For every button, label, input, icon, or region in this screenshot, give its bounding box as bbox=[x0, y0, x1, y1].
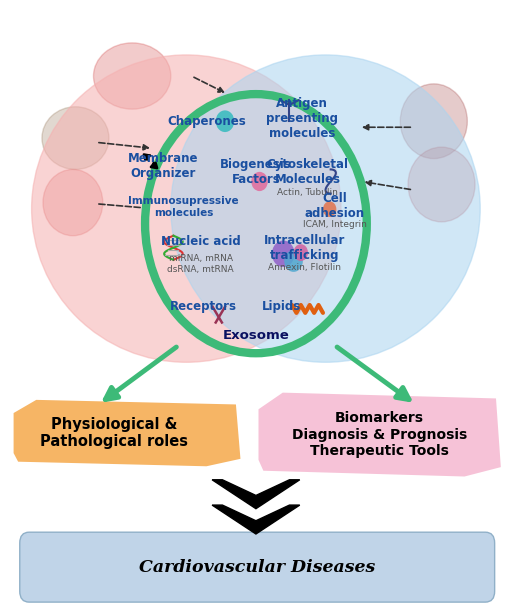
Text: Cell
adhesion: Cell adhesion bbox=[305, 191, 365, 220]
Text: Receptors: Receptors bbox=[170, 300, 237, 313]
Ellipse shape bbox=[400, 84, 467, 159]
Text: Nucleic acid: Nucleic acid bbox=[161, 235, 240, 248]
Text: Cardiovascular Diseases: Cardiovascular Diseases bbox=[139, 559, 375, 576]
Text: Cytoskeletal
Molecules: Cytoskeletal Molecules bbox=[266, 158, 348, 187]
Text: Lipids: Lipids bbox=[262, 300, 301, 313]
Text: Biomarkers
Diagnosis & Prognosis
Therapeutic Tools: Biomarkers Diagnosis & Prognosis Therape… bbox=[292, 411, 467, 458]
Ellipse shape bbox=[43, 170, 103, 236]
Text: Annexin, Flotilin: Annexin, Flotilin bbox=[268, 263, 341, 272]
Circle shape bbox=[216, 111, 234, 132]
Text: Actin, Tubulin: Actin, Tubulin bbox=[277, 188, 338, 197]
Text: Antigen
presenting
molecules: Antigen presenting molecules bbox=[266, 97, 338, 140]
Circle shape bbox=[323, 201, 337, 217]
Text: miRNA, mRNA
dsRNA, mtRNA: miRNA, mRNA dsRNA, mtRNA bbox=[168, 254, 234, 274]
Ellipse shape bbox=[94, 43, 171, 109]
Text: ICAM, Integrin: ICAM, Integrin bbox=[303, 220, 367, 230]
Ellipse shape bbox=[32, 55, 341, 362]
Text: Biogenesis
Factors: Biogenesis Factors bbox=[220, 158, 292, 187]
Polygon shape bbox=[13, 400, 240, 466]
Text: Chaperones: Chaperones bbox=[168, 115, 246, 127]
FancyBboxPatch shape bbox=[20, 532, 495, 602]
Circle shape bbox=[251, 172, 268, 191]
Text: Intracellular
trafficking: Intracellular trafficking bbox=[264, 234, 345, 262]
Circle shape bbox=[294, 244, 308, 261]
Ellipse shape bbox=[171, 55, 480, 362]
Circle shape bbox=[272, 240, 295, 267]
Polygon shape bbox=[212, 480, 300, 509]
Ellipse shape bbox=[408, 147, 475, 222]
Text: Membrane
Organizer: Membrane Organizer bbox=[128, 152, 199, 181]
Text: Immunosupressive
molecules: Immunosupressive molecules bbox=[128, 196, 239, 217]
Polygon shape bbox=[258, 393, 501, 477]
Text: Exosome: Exosome bbox=[222, 329, 290, 342]
Text: Physiological &
Pathological roles: Physiological & Pathological roles bbox=[40, 417, 188, 449]
Circle shape bbox=[284, 250, 303, 272]
Polygon shape bbox=[212, 505, 300, 534]
Ellipse shape bbox=[42, 107, 109, 170]
